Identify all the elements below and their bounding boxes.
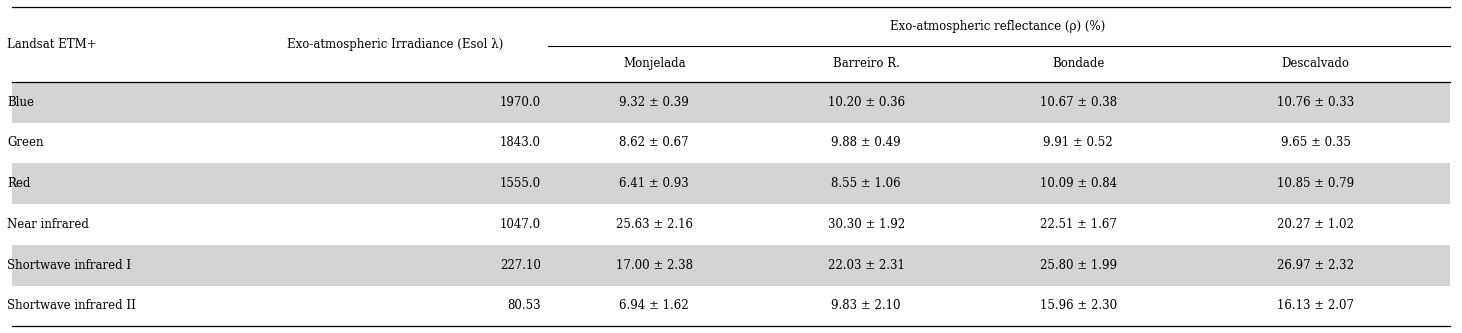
Text: Monjelada: Monjelada [623,57,686,70]
Text: Shortwave infrared I: Shortwave infrared I [7,259,132,272]
Text: 1843.0: 1843.0 [500,137,541,150]
Text: 15.96 ± 2.30: 15.96 ± 2.30 [1039,299,1117,312]
Text: 10.76 ± 0.33: 10.76 ± 0.33 [1278,96,1354,109]
Text: 25.63 ± 2.16: 25.63 ± 2.16 [616,218,693,231]
Text: 6.41 ± 0.93: 6.41 ± 0.93 [620,177,689,190]
Text: 1555.0: 1555.0 [500,177,541,190]
Text: Bondade: Bondade [1053,57,1104,70]
Text: 9.65 ± 0.35: 9.65 ± 0.35 [1281,137,1351,150]
Text: 17.00 ± 2.38: 17.00 ± 2.38 [616,259,693,272]
Text: 30.30 ± 1.92: 30.30 ± 1.92 [827,218,905,231]
Bar [12,82,1450,123]
Text: Exo-atmospheric reflectance (ρ) (%): Exo-atmospheric reflectance (ρ) (%) [890,20,1105,33]
Text: Blue: Blue [7,96,34,109]
Text: 1970.0: 1970.0 [500,96,541,109]
Bar [12,245,1450,286]
Text: 10.09 ± 0.84: 10.09 ± 0.84 [1039,177,1117,190]
Text: 9.83 ± 2.10: 9.83 ± 2.10 [832,299,901,312]
Text: 1047.0: 1047.0 [500,218,541,231]
Text: 8.55 ± 1.06: 8.55 ± 1.06 [832,177,901,190]
Text: 10.67 ± 0.38: 10.67 ± 0.38 [1039,96,1117,109]
Text: 10.85 ± 0.79: 10.85 ± 0.79 [1278,177,1354,190]
Text: 6.94 ± 1.62: 6.94 ± 1.62 [620,299,689,312]
Text: 10.20 ± 0.36: 10.20 ± 0.36 [827,96,905,109]
Text: 16.13 ± 2.07: 16.13 ± 2.07 [1278,299,1354,312]
Text: Near infrared: Near infrared [7,218,89,231]
Text: Green: Green [7,137,44,150]
Text: 80.53: 80.53 [507,299,541,312]
Text: 9.91 ± 0.52: 9.91 ± 0.52 [1044,137,1113,150]
Text: 25.80 ± 1.99: 25.80 ± 1.99 [1039,259,1117,272]
Text: 227.10: 227.10 [500,259,541,272]
Text: Red: Red [7,177,31,190]
Text: 8.62 ± 0.67: 8.62 ± 0.67 [620,137,689,150]
Text: 20.27 ± 1.02: 20.27 ± 1.02 [1278,218,1354,231]
Text: Descalvado: Descalvado [1282,57,1349,70]
Text: 22.03 ± 2.31: 22.03 ± 2.31 [827,259,905,272]
Text: 26.97 ± 2.32: 26.97 ± 2.32 [1278,259,1354,272]
Text: Barreiro R.: Barreiro R. [833,57,899,70]
Text: 22.51 ± 1.67: 22.51 ± 1.67 [1039,218,1117,231]
Text: Exo-atmospheric Irradiance (Esol λ): Exo-atmospheric Irradiance (Esol λ) [287,38,503,51]
Text: Landsat ETM+: Landsat ETM+ [7,38,96,51]
Text: 9.88 ± 0.49: 9.88 ± 0.49 [832,137,901,150]
Text: Shortwave infrared II: Shortwave infrared II [7,299,136,312]
Text: 9.32 ± 0.39: 9.32 ± 0.39 [620,96,689,109]
Bar [12,163,1450,204]
